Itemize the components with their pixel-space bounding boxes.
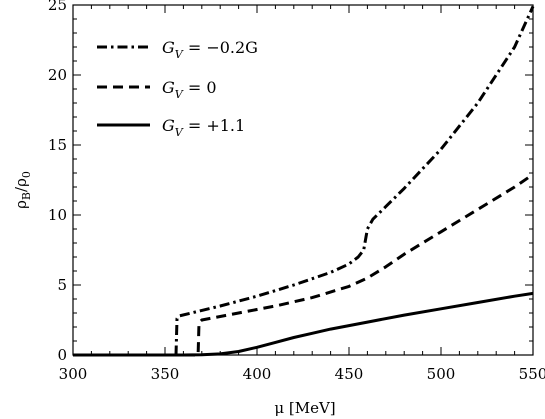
legend-label-dashdot: GV = −0.2G <box>162 38 258 61</box>
legend: GV = −0.2G GV = 0 GV = +1.1 <box>97 38 258 139</box>
series-line-dashed <box>73 173 534 357</box>
series-line-solid <box>73 291 534 357</box>
x-axis-label: μ [MeV] <box>274 399 335 417</box>
y-tick-label: 20 <box>48 66 67 84</box>
y-tick-label: 25 <box>48 0 67 14</box>
series-line-dash-dot <box>73 5 535 357</box>
x-tick-label: 400 <box>243 365 272 383</box>
y-tick-label: 5 <box>57 276 67 294</box>
y-tick-label: 10 <box>48 206 67 224</box>
x-tick-label: 450 <box>335 365 364 383</box>
x-tick-label: 500 <box>427 365 456 383</box>
axis-ticks <box>72 4 534 356</box>
y-axis-label: ρB/ρ0 <box>12 171 33 209</box>
tick-labels: 300 350 400 450 500 550 0 5 10 15 20 25 <box>48 0 545 383</box>
y-tick-label: 15 <box>48 136 67 154</box>
x-tick-label: 550 <box>519 365 545 383</box>
x-tick-label: 300 <box>59 365 88 383</box>
legend-label-solid: GV = +1.1 <box>162 116 245 139</box>
x-tick-label: 350 <box>151 365 180 383</box>
plot-frame <box>72 4 534 356</box>
plot-lines <box>73 5 535 357</box>
y-tick-label: 0 <box>57 346 67 364</box>
legend-label-dashed: GV = 0 <box>162 78 217 101</box>
